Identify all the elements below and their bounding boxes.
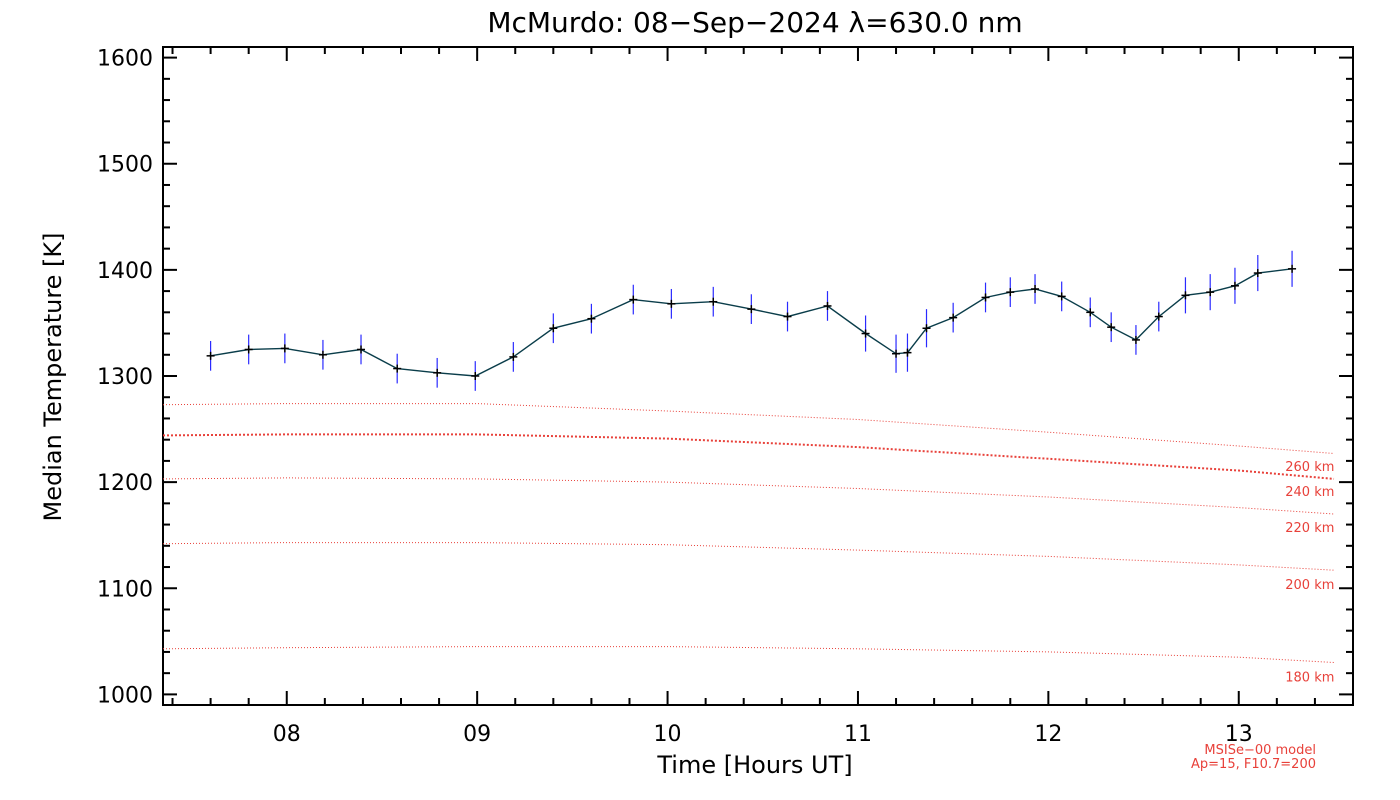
data-point (709, 297, 718, 306)
chart-title: McMurdo: 08−Sep−2024 λ=630.0 nm (487, 6, 1022, 39)
data-point (357, 345, 366, 354)
data-point (1230, 281, 1239, 290)
data-point (1131, 335, 1140, 344)
y-tick-label: 1600 (97, 47, 153, 72)
data-point (1154, 312, 1163, 321)
y-tick-label: 1100 (97, 577, 153, 602)
model-label-260km: 260 km (1285, 460, 1334, 475)
data-point (667, 299, 676, 308)
model-label-240km: 240 km (1285, 485, 1334, 500)
x-tick-label: 13 (1225, 722, 1253, 747)
x-tick-label: 11 (844, 722, 872, 747)
plot-frame (162, 46, 1354, 706)
data-point (629, 295, 638, 304)
data-point (1086, 308, 1095, 317)
model-line-200km (162, 542, 1335, 571)
data-point (280, 344, 289, 353)
data-point (981, 293, 990, 302)
model-line-260km (162, 403, 1335, 454)
data-point (1006, 288, 1015, 297)
data-point (587, 314, 596, 323)
plot-area: 08 09 10 11 12 13 1000 1100 1200 1300 1400 1500 1600… (97, 46, 1354, 747)
model-label-180km: 180 km (1285, 670, 1334, 685)
data-point (206, 351, 215, 360)
y-tick-label: 1500 (97, 153, 153, 178)
data-point (549, 324, 558, 333)
model-label-line2: Ap=15, F10.7=200 (1191, 757, 1316, 772)
x-tick-label: 12 (1034, 722, 1062, 747)
model-line-240km (162, 433, 1335, 480)
x-tick-label: 09 (463, 722, 491, 747)
data-point (922, 324, 931, 333)
data-point (783, 312, 792, 321)
data-point (1181, 291, 1190, 300)
data-point (1031, 284, 1040, 293)
data-point (1206, 288, 1215, 297)
model-line-220km (162, 477, 1335, 515)
data-point (244, 345, 253, 354)
data-point (903, 348, 912, 357)
model-line-180km (162, 646, 1335, 663)
model-label-line1: MSISe−00 model (1204, 743, 1316, 758)
data-point (823, 301, 832, 310)
data-point (747, 305, 756, 314)
model-label-200km: 200 km (1285, 578, 1334, 593)
data-point (861, 329, 870, 338)
y-tick-label: 1000 (97, 683, 153, 708)
data-point (318, 350, 327, 359)
data-point (892, 349, 901, 358)
data-point (509, 352, 518, 361)
y-axis-label: Median Temperature [K] (39, 232, 67, 521)
data-point (433, 368, 442, 377)
data-point (1253, 269, 1262, 278)
model-label-220km: 220 km (1285, 521, 1334, 536)
data-point (393, 364, 402, 373)
data-point (471, 372, 480, 380)
data-point (1288, 264, 1297, 273)
y-tick-label: 1400 (97, 259, 153, 284)
x-axis-label: Time [Hours UT] (656, 751, 852, 779)
data-point (949, 313, 958, 322)
data-point (1107, 323, 1116, 332)
data-point (1057, 292, 1066, 301)
y-tick-label: 1200 (97, 471, 153, 496)
x-tick-label: 08 (273, 722, 301, 747)
x-tick-label: 10 (654, 722, 682, 747)
y-tick-label: 1300 (97, 365, 153, 390)
